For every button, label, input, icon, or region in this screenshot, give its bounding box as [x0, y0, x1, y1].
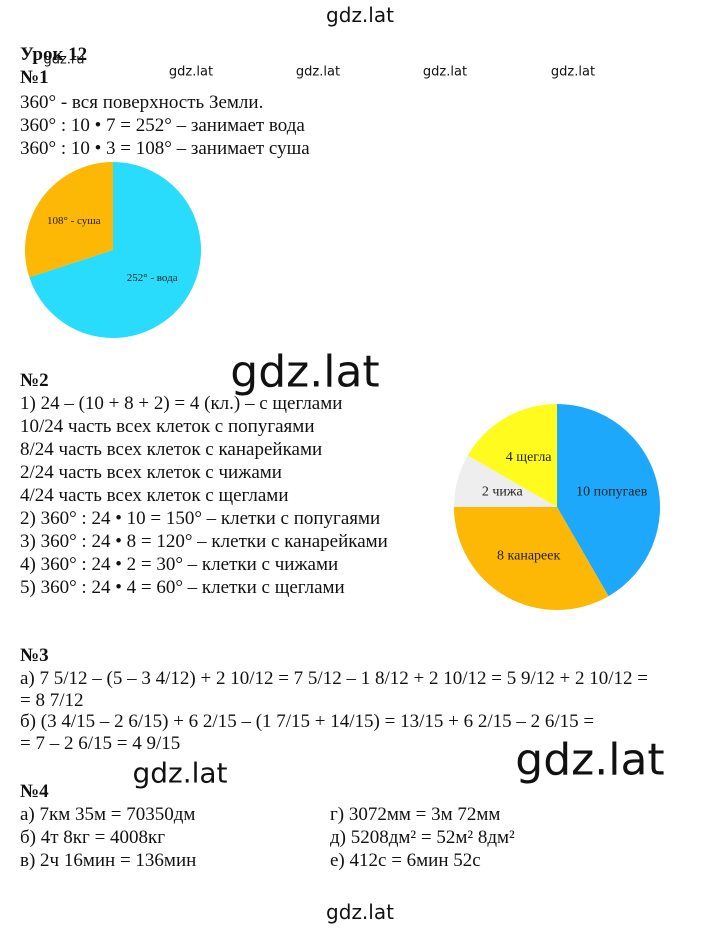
text-line: 4/24 часть всех клеток с щеглами	[20, 485, 289, 506]
pie-slice	[29, 162, 202, 339]
text-line: 10/24 часть всех клеток с попугаями	[20, 416, 315, 437]
slice-label: 108° - суша	[47, 215, 101, 227]
task-number: №2	[20, 370, 49, 391]
watermark: gdz.lat	[295, 64, 341, 80]
slice-label: 8 канареек	[497, 548, 560, 563]
text-line: в) 2ч 16мин = 136мин	[20, 850, 197, 871]
watermark: gdz.ru	[43, 52, 85, 68]
text-line: 4) 360° : 24 • 2 = 30° – клетки с чижами	[20, 554, 339, 575]
text-line: = 7 – 2 6/15 = 4 9/15	[20, 733, 181, 754]
pie-slice	[557, 404, 660, 597]
pie-slice	[454, 455, 557, 507]
pie-slice	[25, 162, 113, 278]
text-line: = 8 7/12	[20, 690, 84, 711]
text-line: а) 7 5/12 – (5 – 3 4/12) + 2 10/12 = 7 5…	[20, 668, 648, 689]
lesson-title: Урок 12	[20, 44, 88, 65]
task-number: №4	[20, 781, 49, 802]
pie-chart: 10 попугаев 8 канареек 2 чижа 4 щегла	[454, 404, 660, 610]
pie-slice	[454, 507, 609, 610]
slice-label: 10 попугаев	[576, 485, 648, 500]
text-line: е) 412с = 6мин 52с	[330, 850, 481, 871]
watermark: gdz.lat	[511, 734, 669, 786]
watermark: gdz.lat	[168, 64, 214, 80]
watermark: gdz.lat	[422, 64, 468, 80]
text-line: 2/24 часть всех клеток с чижами	[20, 462, 282, 483]
slice-label: 252° - вода	[127, 272, 178, 284]
task-number: №3	[20, 645, 49, 666]
slice-label: 4 щегла	[506, 450, 553, 465]
task-number: №1	[20, 67, 49, 88]
text-line: 360° : 10 • 3 = 108° – занимает суша	[20, 138, 310, 159]
text-line: д) 5208дм² = 52м² 8дм²	[330, 827, 515, 848]
watermark: gdz.lat	[128, 756, 232, 790]
watermark: gdz.lat	[550, 64, 596, 80]
slice-label: 2 чижа	[482, 485, 524, 500]
text-line: 1) 24 – (10 + 8 + 2) = 4 (кл.) – с щегла…	[20, 393, 343, 414]
text-line: 360° - вся поверхность Земли.	[20, 92, 264, 113]
text-line: 2) 360° : 24 • 10 = 150° – клетки с попу…	[20, 508, 381, 529]
text-line: а) 7км 35м = 70350дм	[20, 804, 196, 825]
text-line: 3) 360° : 24 • 8 = 120° – клетки с канар…	[20, 531, 388, 552]
watermark: gdz.lat	[326, 3, 394, 27]
pie-slice	[467, 404, 557, 507]
watermark: gdz.lat	[326, 900, 394, 924]
text-line: 8/24 часть всех клеток с канарейками	[20, 439, 323, 460]
text-line: б) 4т 8кг = 4008кг	[20, 827, 166, 848]
pie-chart: 252° - вода 108° - суша	[25, 162, 202, 339]
text-line: 5) 360° : 24 • 4 = 60° – клетки с щеглам…	[20, 577, 345, 598]
text-line: 360° : 10 • 7 = 252° – занимает вода	[20, 115, 305, 136]
watermark: gdz.lat	[230, 346, 380, 398]
text-line: б) (3 4/15 – 2 6/15) + 6 2/15 – (1 7/15 …	[20, 711, 595, 732]
text-line: г) 3072мм = 3м 72мм	[330, 804, 501, 825]
